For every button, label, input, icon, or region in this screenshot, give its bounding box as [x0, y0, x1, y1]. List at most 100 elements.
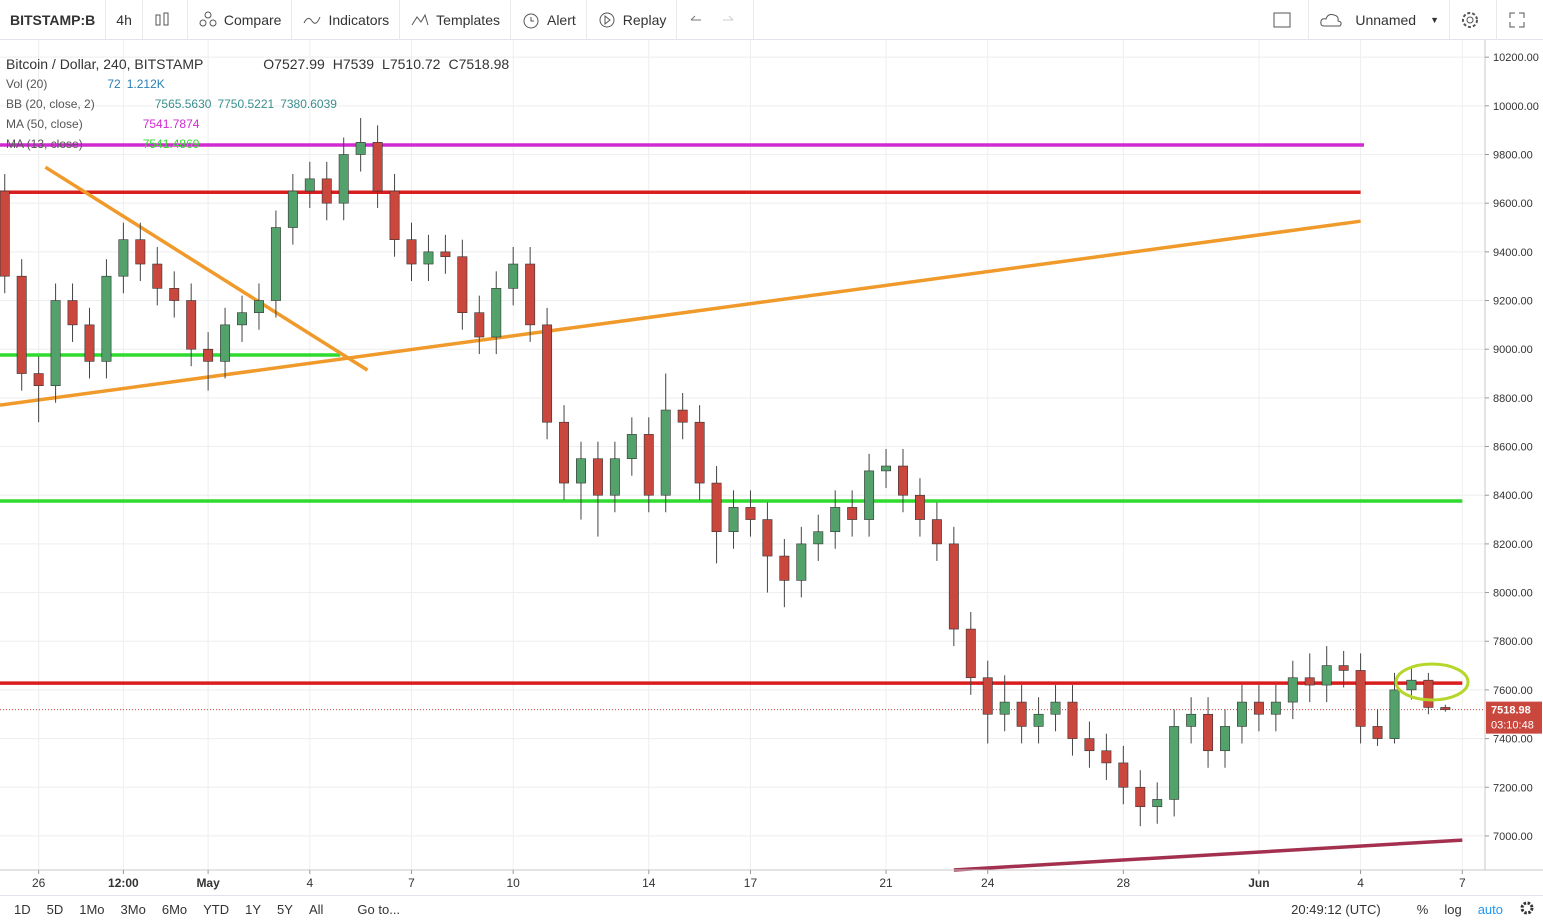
candle-body	[254, 300, 264, 313]
y-tick-label: 8800.00	[1493, 393, 1533, 405]
candle-body	[609, 458, 620, 496]
candle-body	[999, 701, 1010, 715]
last-price-label: 7518.98	[1491, 705, 1531, 717]
y-tick-label: 10200.00	[1493, 52, 1539, 64]
x-tick-label: 12:00	[108, 876, 139, 890]
goto-button[interactable]: Go to...	[357, 901, 401, 917]
candle-body	[474, 312, 485, 338]
range-button[interactable]: 6Mo	[161, 901, 188, 917]
indicator-name: BB (20, close, 2)	[6, 97, 95, 111]
x-tick-label: 21	[879, 876, 893, 890]
auto-toggle[interactable]: auto	[1477, 901, 1503, 917]
candle-body	[67, 300, 78, 326]
indicator-name: MA (50, close)	[6, 117, 83, 131]
candle-body	[626, 434, 637, 460]
candle-body	[1440, 707, 1451, 710]
candle-body	[1372, 726, 1383, 739]
x-tick-label: 10	[507, 876, 521, 890]
candle-body	[1135, 786, 1146, 808]
settings-button[interactable]	[1511, 900, 1543, 919]
candle-body	[406, 239, 417, 265]
ohlc-label: C	[448, 56, 459, 72]
templates-button[interactable]: Templates	[400, 0, 511, 40]
indicators-button[interactable]: Indicators	[292, 0, 401, 40]
ohlc: O7527.99 H7539 L7510.72 C7518.98	[263, 56, 517, 72]
x-tick-label: 28	[1117, 876, 1131, 890]
candle-body	[1304, 677, 1315, 686]
range-button[interactable]: All	[308, 901, 324, 917]
alert-button[interactable]: Alert	[511, 0, 587, 40]
indicator-value: 7380.6039	[280, 97, 337, 111]
candle-body	[1203, 713, 1214, 752]
candle-body	[33, 373, 44, 387]
y-tick-label: 7400.00	[1493, 734, 1533, 746]
x-tick-label: 7	[408, 876, 415, 890]
clock: 20:49:12 (UTC)	[1291, 901, 1381, 917]
candle-body	[491, 288, 502, 338]
chart-style[interactable]	[143, 0, 188, 40]
candle-body	[965, 628, 976, 679]
ohlc-value: 7539	[342, 56, 375, 72]
candle-body	[931, 519, 942, 545]
candle-body	[864, 470, 875, 520]
candle-body	[457, 256, 468, 313]
range-button[interactable]: 1D	[14, 901, 31, 917]
drawing-line	[0, 219, 1361, 407]
candle-body	[592, 458, 603, 496]
candle-body	[101, 275, 112, 362]
toolbar-right: Unnamed ▼	[1262, 0, 1543, 40]
candle-body	[914, 494, 925, 520]
settings-button[interactable]	[1450, 0, 1497, 40]
range-button[interactable]: 3Mo	[120, 901, 146, 917]
interval[interactable]: 4h	[106, 0, 143, 40]
candle-body	[1423, 679, 1434, 708]
y-tick-label: 8200.00	[1493, 539, 1533, 551]
range-button[interactable]: YTD	[203, 901, 230, 917]
range-button[interactable]: 5Y	[277, 901, 293, 917]
symbol[interactable]: BITSTAMP:B	[0, 0, 107, 40]
candle-body	[813, 531, 824, 545]
compare-button[interactable]: Compare	[188, 0, 293, 40]
candle-body	[1406, 679, 1417, 691]
expand-button[interactable]	[1497, 0, 1543, 40]
candle-body	[135, 239, 146, 265]
indicator-row: BB (20, close, 2) 7565.5630 7750.5221 7380.…	[6, 94, 523, 114]
candle-body	[1152, 799, 1163, 808]
layout-button[interactable]: Unnamed ▼	[1309, 0, 1450, 40]
replay-button[interactable]: Replay	[587, 0, 678, 40]
y-tick-label: 7000.00	[1493, 831, 1533, 843]
indicator-value: 7541.4869	[142, 137, 200, 151]
candle-body	[270, 227, 281, 301]
candle-body	[847, 507, 858, 520]
y-tick-label: 9800.00	[1493, 150, 1533, 162]
icon	[411, 13, 429, 25]
percent-toggle[interactable]: %	[1416, 901, 1429, 917]
y-tick-label: 8400.00	[1493, 490, 1533, 502]
candle-body	[1287, 677, 1298, 703]
last-price-box	[1486, 701, 1542, 734]
candle-body	[796, 543, 807, 581]
candle-body	[1389, 689, 1400, 739]
icon	[1273, 12, 1291, 27]
candle-body	[881, 465, 892, 472]
range-button[interactable]: 5D	[46, 901, 64, 917]
undo-redo[interactable]	[677, 0, 755, 40]
symbol-title: Bitcoin / Dollar, 240, BITSTAMP	[6, 56, 204, 72]
x-tick-label: 4	[1357, 876, 1364, 890]
candle-body	[338, 154, 349, 204]
range-button[interactable]: 1Y	[245, 901, 262, 917]
log-toggle[interactable]: log	[1444, 901, 1462, 917]
label: Alert	[546, 11, 576, 28]
candle-body	[677, 409, 688, 423]
candle-body	[0, 190, 10, 277]
fullscreen-toggle[interactable]	[1262, 0, 1310, 40]
y-tick-label: 9000.00	[1493, 344, 1533, 356]
y-tick-label: 10000.00	[1493, 101, 1539, 113]
indicator-rows: Vol (20) 72 1.212K BB (20, close, 2) 7565.56…	[6, 74, 523, 154]
candle-body	[152, 263, 163, 289]
range-button[interactable]: 1Mo	[79, 901, 105, 917]
candle-body	[321, 178, 332, 204]
bottom-toolbar: 1D 5D 1Mo 3Mo 6Mo YTD 1Y 5Y All Go to... 20:49:1…	[0, 895, 1543, 922]
candle-body	[1321, 665, 1332, 686]
ohlc-label: H	[332, 56, 343, 72]
